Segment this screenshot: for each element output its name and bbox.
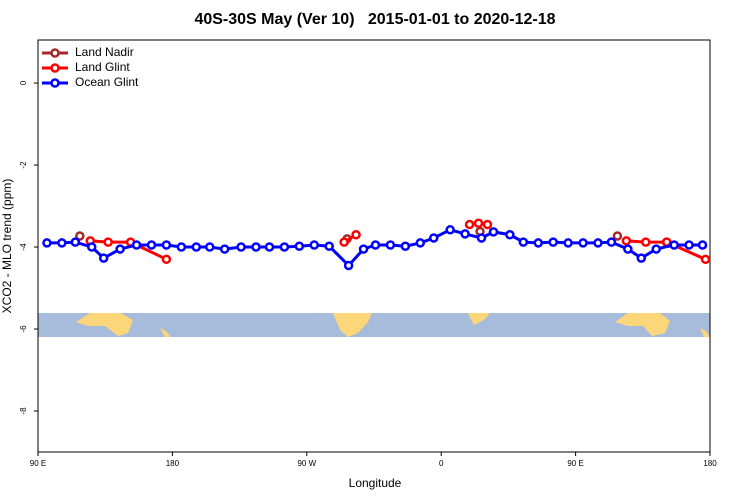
point: [488, 227, 499, 237]
point: [621, 236, 632, 246]
y-axis-label: XCO2 - MLO trend (ppm): [0, 179, 14, 314]
point: [563, 238, 573, 248]
point: [351, 229, 361, 240]
chart-title: 40S-30S May (Ver 10) 2015-01-01 to 2020-…: [194, 11, 555, 28]
point: [358, 244, 369, 254]
legend-label: Land Glint: [75, 60, 130, 74]
y-tick-label: 0: [19, 80, 28, 85]
legend-marker: [50, 63, 60, 73]
point: [191, 242, 202, 252]
point: [204, 242, 215, 252]
point: [464, 219, 475, 230]
x-tick-label: 180: [166, 459, 180, 468]
point: [505, 229, 515, 240]
point: [533, 238, 544, 248]
point: [697, 240, 708, 250]
point: [400, 241, 411, 251]
point: [236, 242, 246, 252]
point: [324, 241, 334, 251]
point: [661, 237, 672, 247]
point: [548, 237, 558, 247]
x-tick-label: 90 E: [567, 459, 583, 468]
x-axis-label: Longitude: [349, 476, 402, 490]
point: [42, 238, 52, 248]
legend-marker: [50, 78, 60, 88]
point: [641, 237, 651, 247]
legend-label: Land Nadir: [75, 45, 134, 59]
point: [146, 240, 157, 250]
y-tick-label: -6: [19, 325, 28, 333]
point: [98, 253, 109, 263]
point: [460, 229, 470, 239]
point: [161, 254, 172, 265]
point: [623, 244, 633, 254]
point: [70, 237, 81, 247]
legend-marker: [50, 48, 60, 58]
point: [279, 242, 290, 252]
point: [309, 240, 320, 250]
point: [593, 238, 603, 248]
point: [473, 218, 484, 228]
y-tick-label: -8: [19, 407, 28, 415]
point: [161, 240, 172, 250]
point: [606, 237, 617, 247]
point: [75, 231, 85, 241]
point: [251, 242, 261, 252]
point: [669, 240, 679, 250]
point: [700, 254, 711, 265]
point: [339, 237, 349, 247]
x-tick-label: 180: [703, 459, 717, 468]
point: [294, 241, 305, 251]
point: [482, 219, 493, 230]
plot-frame: [37, 39, 711, 453]
point: [612, 231, 623, 241]
point: [370, 240, 381, 250]
point: [636, 253, 647, 263]
point: [131, 240, 142, 250]
x-tick-label: 90 W: [297, 459, 316, 468]
point: [476, 233, 487, 243]
point: [518, 237, 529, 247]
point: [343, 260, 354, 271]
point: [103, 237, 113, 247]
point: [651, 244, 661, 254]
series-line: [90, 221, 707, 261]
y-tick-label: -2: [19, 161, 28, 169]
point: [57, 238, 67, 248]
x-tick-label: 0: [439, 459, 444, 468]
point: [445, 225, 455, 235]
point: [385, 240, 396, 250]
point: [428, 233, 439, 243]
point: [264, 242, 275, 252]
y-tick-label: -4: [19, 243, 28, 251]
legend-label: Ocean Glint: [75, 75, 139, 89]
point: [176, 242, 187, 252]
map-strip: [38, 313, 710, 337]
point: [578, 238, 588, 248]
point: [219, 244, 230, 254]
point: [87, 242, 97, 252]
point: [115, 244, 125, 254]
point: [684, 240, 694, 250]
x-tick-label: 90 E: [30, 459, 46, 468]
point: [415, 238, 426, 248]
